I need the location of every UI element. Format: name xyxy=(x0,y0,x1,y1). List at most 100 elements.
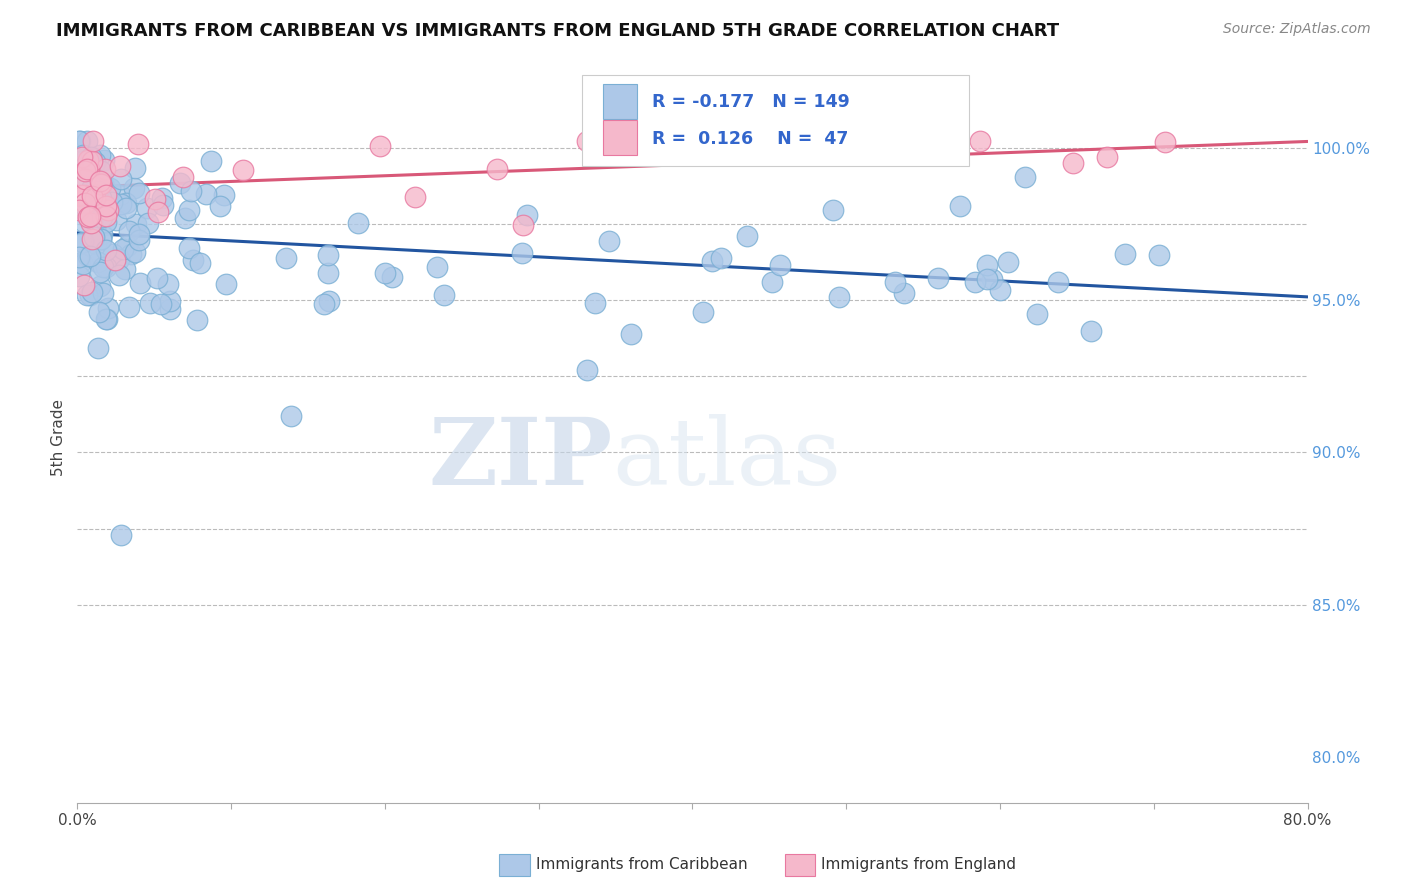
Point xyxy=(90,227,112,241)
Point xyxy=(159,302,181,317)
Point xyxy=(174,211,197,226)
Point xyxy=(169,176,191,190)
Point xyxy=(91,286,114,301)
Point xyxy=(980,272,1002,286)
FancyBboxPatch shape xyxy=(603,120,637,155)
Point xyxy=(276,251,298,265)
Point xyxy=(80,232,103,246)
Point xyxy=(79,163,101,178)
Point xyxy=(997,255,1019,269)
Point xyxy=(692,305,714,319)
Point xyxy=(84,222,107,236)
Point xyxy=(120,247,142,261)
Point xyxy=(69,237,91,252)
Point xyxy=(67,170,90,185)
Point xyxy=(485,161,508,176)
Point xyxy=(79,249,101,263)
Point xyxy=(374,266,396,280)
Text: IMMIGRANTS FROM CARIBBEAN VS IMMIGRANTS FROM ENGLAND 5TH GRADE CORRELATION CHART: IMMIGRANTS FROM CARIBBEAN VS IMMIGRANTS … xyxy=(56,22,1059,40)
Point xyxy=(626,135,648,149)
Point xyxy=(79,212,101,227)
Point xyxy=(94,161,117,176)
Point xyxy=(280,409,302,423)
Point xyxy=(188,255,211,269)
Point xyxy=(69,135,91,149)
Point xyxy=(101,194,124,209)
Point xyxy=(115,195,138,210)
Point xyxy=(96,311,118,326)
Point xyxy=(988,283,1011,297)
Point xyxy=(735,229,758,244)
Point xyxy=(67,202,90,217)
Point xyxy=(177,241,200,255)
Point xyxy=(107,252,129,266)
Point xyxy=(112,242,135,256)
Text: R =  0.126    N =  47: R = 0.126 N = 47 xyxy=(652,129,848,148)
Point xyxy=(688,137,710,152)
Point xyxy=(231,163,253,178)
Point xyxy=(150,191,173,205)
Point xyxy=(94,215,117,229)
Point xyxy=(115,201,138,215)
Point xyxy=(128,186,150,200)
Point xyxy=(76,153,98,168)
Point xyxy=(122,181,145,195)
Point xyxy=(150,297,173,311)
Point xyxy=(97,202,120,217)
Point xyxy=(128,233,150,247)
Point xyxy=(73,172,96,186)
Point xyxy=(769,258,792,272)
Point xyxy=(70,189,93,203)
Point xyxy=(97,301,120,315)
Point xyxy=(118,300,141,314)
Point xyxy=(884,275,907,289)
FancyBboxPatch shape xyxy=(582,75,969,167)
Point xyxy=(139,296,162,310)
Point xyxy=(186,313,208,327)
Point xyxy=(80,154,103,169)
Point xyxy=(172,169,194,184)
Point xyxy=(89,174,111,188)
Point xyxy=(318,294,340,309)
Point xyxy=(93,153,115,167)
Point xyxy=(80,180,103,194)
Point xyxy=(80,216,103,230)
Point xyxy=(83,200,105,214)
Point xyxy=(87,204,110,219)
Point xyxy=(72,257,94,271)
Point xyxy=(129,276,152,290)
Point xyxy=(108,159,131,173)
Point xyxy=(73,215,96,229)
Point xyxy=(107,268,129,282)
Point xyxy=(84,191,107,205)
Point xyxy=(128,227,150,242)
Point xyxy=(433,287,456,301)
Point xyxy=(969,135,991,149)
Point xyxy=(70,189,93,203)
Point xyxy=(159,293,181,308)
Point xyxy=(98,181,121,195)
Point xyxy=(1097,151,1119,165)
Point xyxy=(73,195,96,210)
Point xyxy=(177,202,200,217)
Point xyxy=(96,199,118,213)
FancyBboxPatch shape xyxy=(603,84,637,119)
Point xyxy=(316,248,339,262)
Point xyxy=(77,162,100,177)
Point xyxy=(710,251,733,265)
Point xyxy=(94,187,117,202)
Point xyxy=(79,210,101,224)
Point xyxy=(404,190,426,204)
Point xyxy=(79,287,101,301)
Point xyxy=(110,527,132,541)
Point xyxy=(87,184,110,198)
Point xyxy=(80,150,103,164)
Point xyxy=(512,218,534,232)
Point xyxy=(108,188,131,202)
Point xyxy=(76,161,98,176)
Point xyxy=(76,288,98,302)
Point xyxy=(87,341,110,355)
Point xyxy=(516,208,538,222)
Point xyxy=(72,161,94,176)
Point xyxy=(208,199,231,213)
